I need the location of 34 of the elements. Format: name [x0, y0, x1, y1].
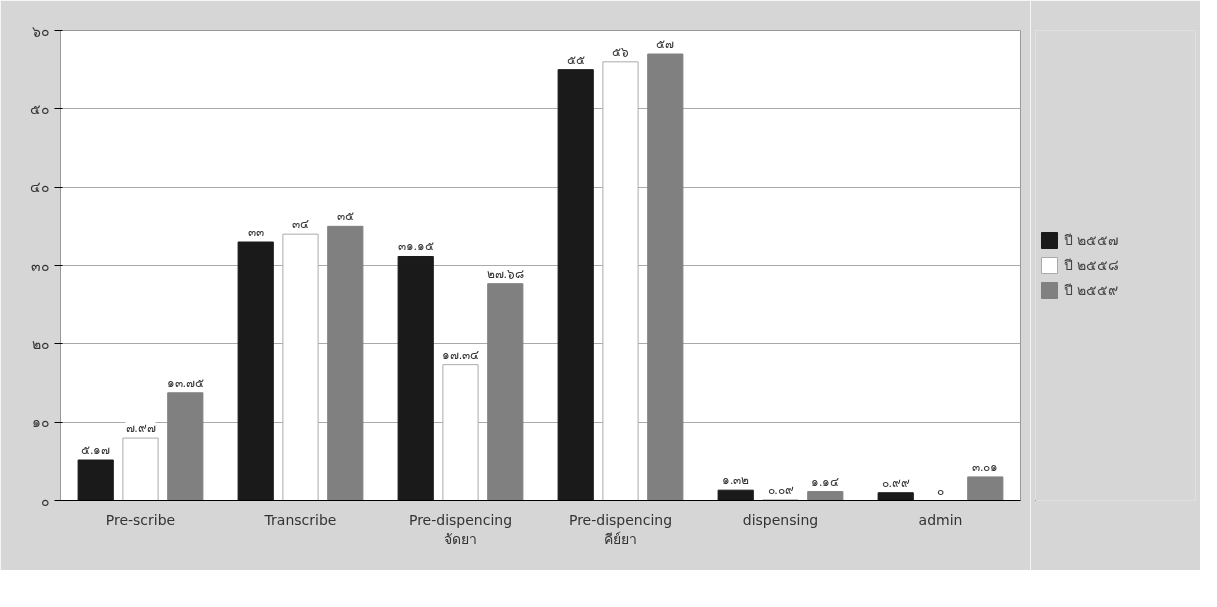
data-label: ๒๗.๖๘ — [486, 266, 524, 281]
x-tick-label: Pre-dispencing จัดยา — [408, 511, 513, 547]
data-label: ๑.๓๒ — [722, 473, 750, 488]
y-tick-label: ๒๐ — [31, 335, 50, 352]
data-label: ๕.๑๗ — [81, 443, 111, 457]
x-tick-label: Pre-scribe — [105, 511, 176, 528]
data-label: ๑.๑๔ — [811, 474, 840, 489]
data-label: ๓๓ — [247, 225, 264, 239]
data-label: ๐.๐๙ — [767, 482, 794, 497]
y-tick-label: ๔๐ — [29, 179, 50, 196]
x-tick-label: Pre-dispencing คีย์ยา — [568, 511, 673, 547]
data-label: ๕๖ — [612, 44, 629, 59]
y-tick-label: ๕๐ — [29, 100, 50, 117]
y-tick-label: ๑๐ — [31, 414, 50, 431]
y-tick-label: ๓๐ — [30, 257, 50, 274]
data-label: ๑๓.๗๕ — [166, 375, 204, 390]
x-tick-label: Transcribe — [263, 511, 337, 528]
data-label: ๐ — [937, 483, 944, 498]
y-tick-label: ๐ — [40, 492, 50, 509]
data-label: ๗.๙๗ — [125, 421, 156, 436]
data-label: ๓๑.๑๕ — [397, 239, 434, 254]
data-label: ๕๗ — [656, 37, 675, 51]
legend-label: ปี ๒๕๕๙ — [1064, 281, 1119, 300]
data-label: ๕๕ — [566, 52, 585, 67]
x-tick-label: dispensing — [742, 511, 819, 528]
data-label: ๑๗.๓๔ — [442, 347, 479, 362]
x-tick-label: admin — [918, 511, 963, 528]
data-label: ๓๔ — [292, 217, 309, 232]
data-label: ๓๕ — [336, 209, 354, 224]
data-label: ๓.๐๑ — [972, 459, 999, 474]
y-tick-label: ๖๐ — [31, 22, 50, 39]
data-label: ๐.๙๙ — [881, 475, 910, 490]
legend-label: ปี ๒๕๕๘ — [1064, 256, 1120, 275]
legend-label: ปี ๒๕๕๗ — [1064, 231, 1120, 250]
